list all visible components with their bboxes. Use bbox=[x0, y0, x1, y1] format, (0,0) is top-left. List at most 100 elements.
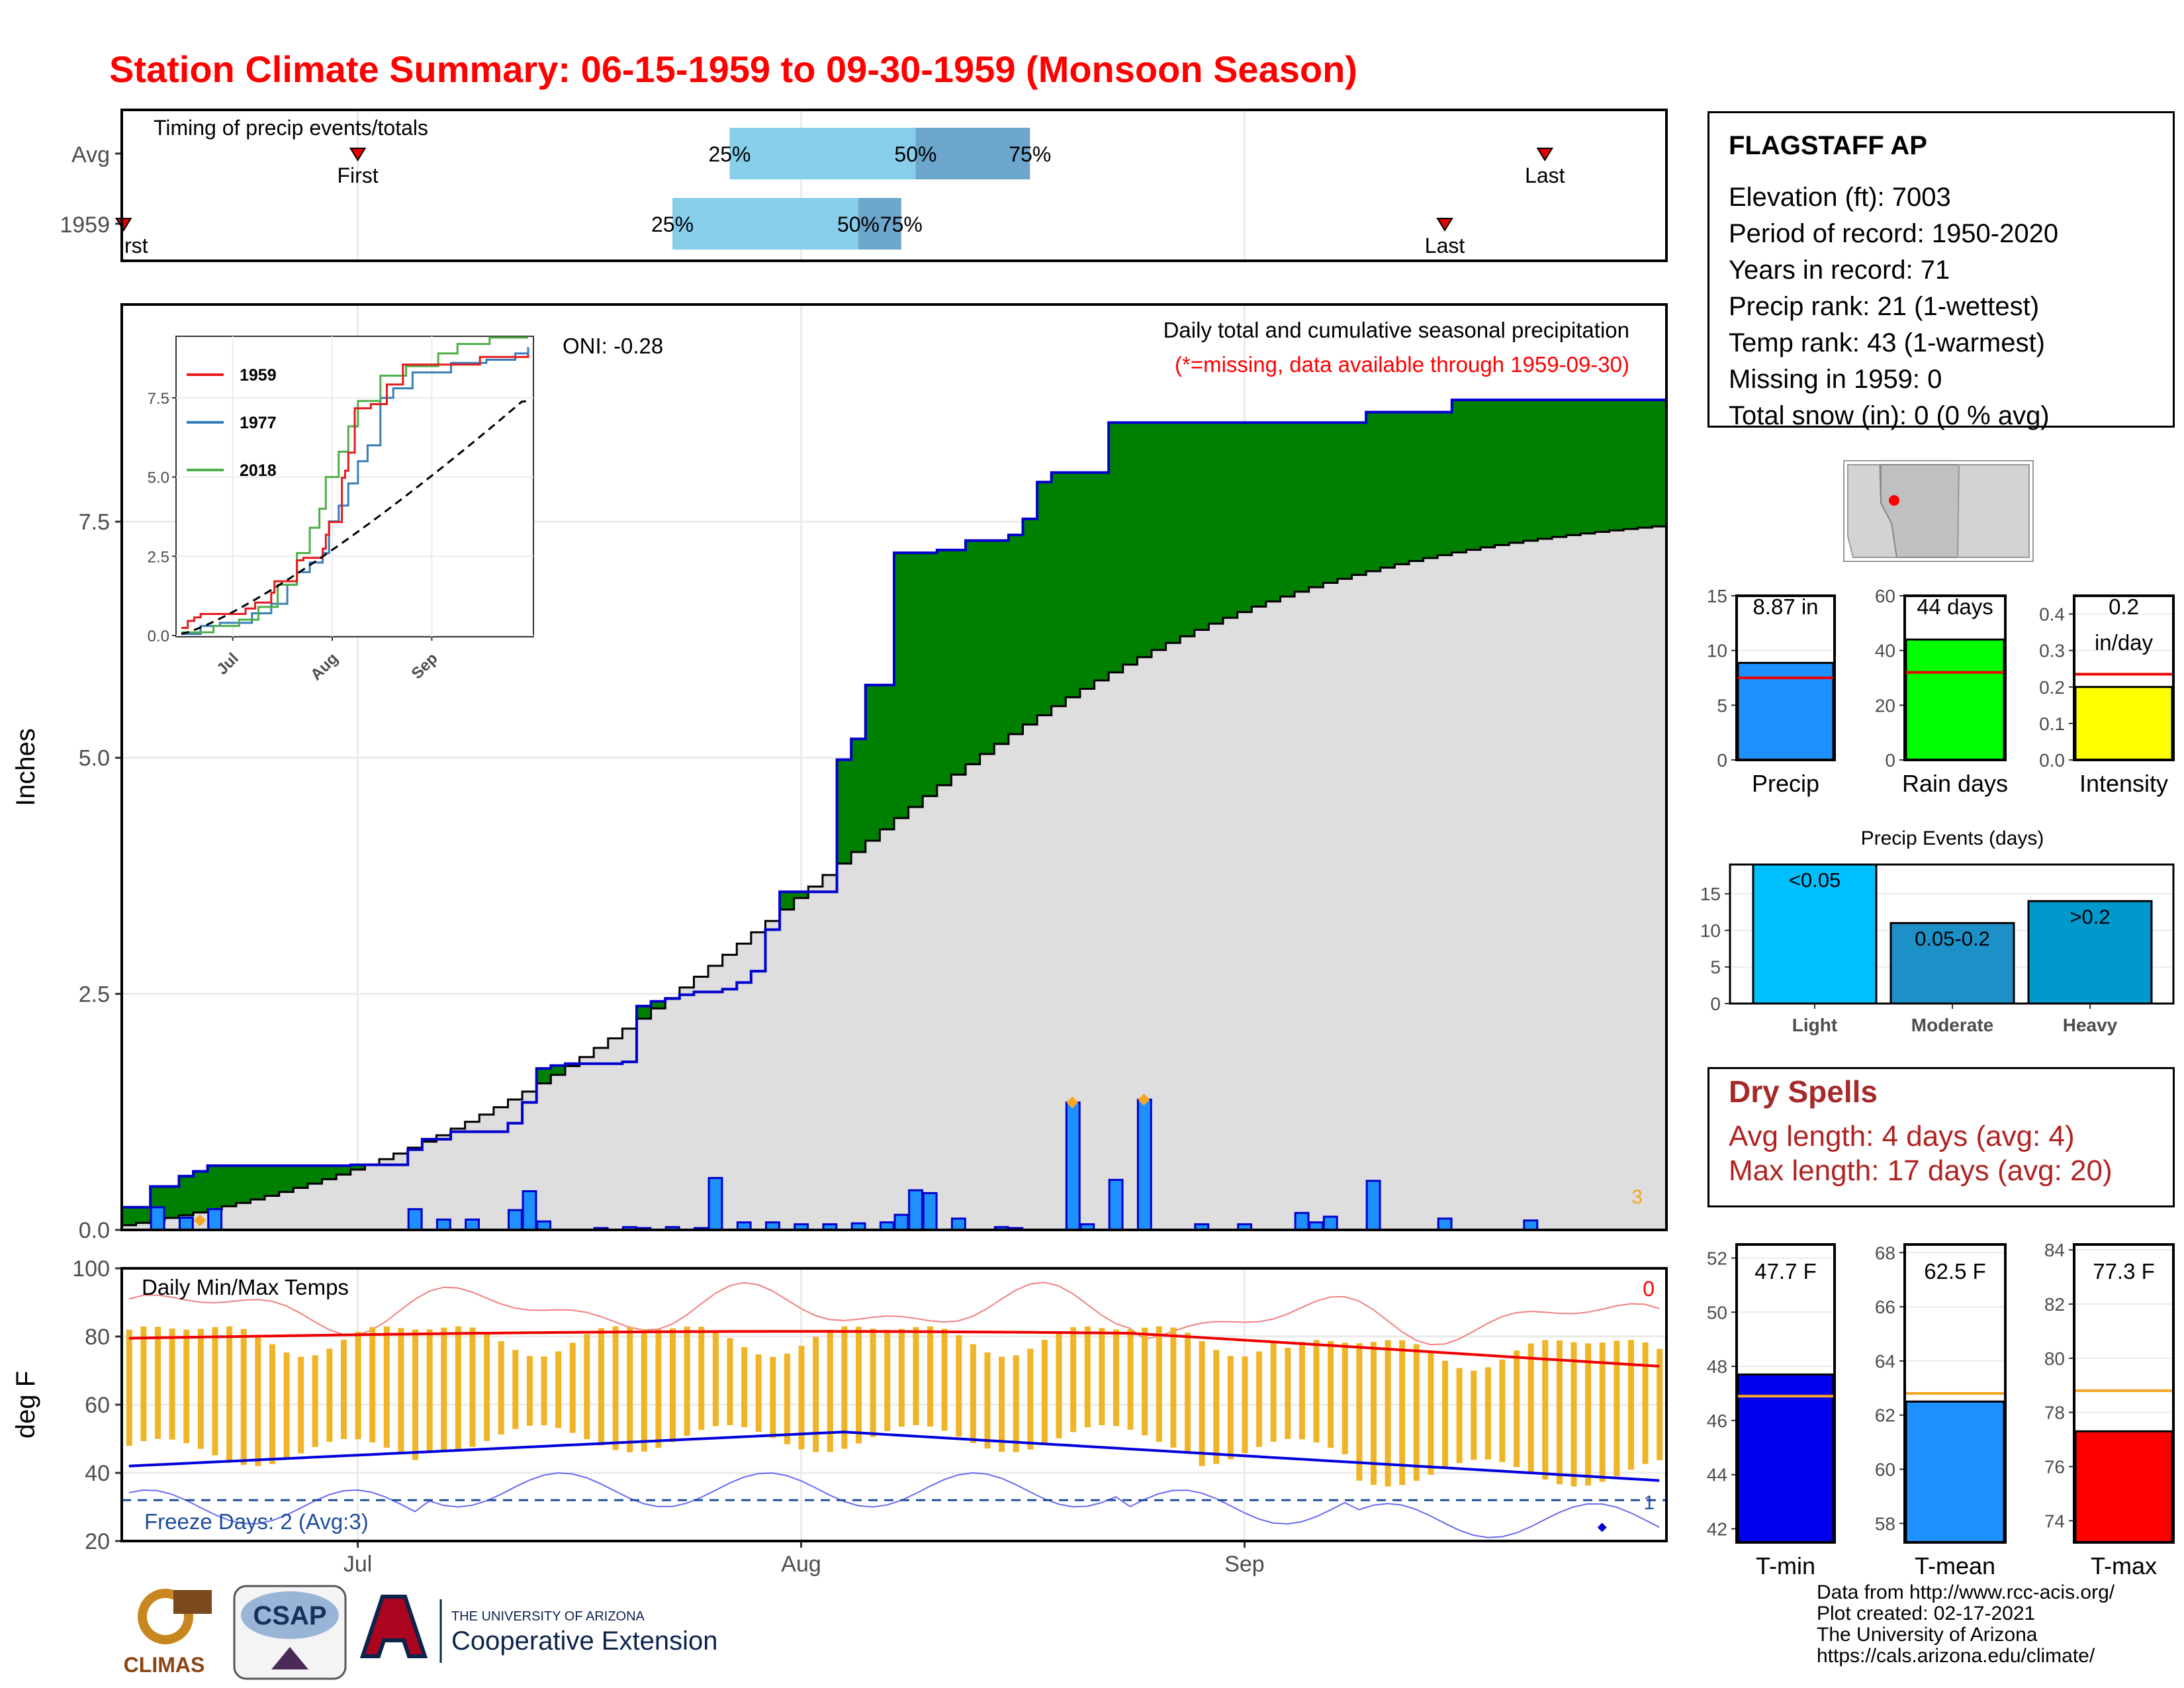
daily-temp-range-bar bbox=[1428, 1351, 1434, 1476]
daily-temp-range-bar bbox=[1399, 1340, 1406, 1485]
total-bar-rain-days bbox=[1905, 638, 2005, 761]
tmean-bar-t-min bbox=[1737, 1373, 1835, 1544]
total-frame bbox=[2073, 594, 2175, 761]
daily-temp-range-bar bbox=[684, 1327, 690, 1436]
temps-ylabel: deg F bbox=[11, 1371, 40, 1438]
daily-temp-range-bar bbox=[1527, 1343, 1534, 1474]
daily-temp-range-bar bbox=[484, 1333, 490, 1441]
events-bar-heavy bbox=[2027, 900, 2153, 1005]
daily-precip-bar bbox=[1136, 1098, 1152, 1231]
daily-temp-range-bar bbox=[1227, 1356, 1234, 1460]
precip-corner-count: 3 bbox=[1631, 1186, 1643, 1208]
daily-temp-range-bar bbox=[755, 1354, 762, 1432]
total-value-label: 44 days bbox=[1917, 594, 1993, 619]
temps-ytick-label: 20 bbox=[85, 1529, 110, 1554]
daily-temp-range-bar bbox=[1056, 1331, 1062, 1438]
daily-temp-range-bar bbox=[1213, 1350, 1220, 1464]
station-elevation: Elevation (ft): 7003 bbox=[1729, 183, 1951, 212]
tmean-ytick-label: 58 bbox=[1875, 1513, 1895, 1534]
tmean-value-label: 47.7 F bbox=[1754, 1259, 1817, 1284]
timing-label-50: 50% bbox=[837, 212, 880, 236]
daily-temp-range-bar bbox=[1285, 1348, 1291, 1439]
station-snow: Total snow (in): 0 (0 % avg) bbox=[1729, 401, 2050, 430]
credit-plot-created: Plot created: 02-17-2021 bbox=[1817, 1603, 2036, 1624]
daily-temp-range-bar bbox=[1471, 1370, 1477, 1460]
precip-ytick-label: 5.0 bbox=[79, 746, 110, 771]
timing-bar-50-75 bbox=[915, 128, 1030, 179]
total-value-label: 8.87 in bbox=[1752, 594, 1818, 619]
daily-precip-bar bbox=[407, 1208, 423, 1231]
station-temp-rank: Temp rank: 43 (1-warmest) bbox=[1729, 328, 2045, 357]
dry-spells-max: Max length: 17 days (avg: 20) bbox=[1729, 1154, 2113, 1187]
credit-data-source: Data from http://www.rcc-acis.org/ bbox=[1817, 1581, 2115, 1603]
station-location-dot bbox=[1889, 495, 1899, 506]
daily-temp-range-bar bbox=[283, 1352, 290, 1460]
events-ytick-label: 0 bbox=[1710, 994, 1721, 1014]
events-bar-label: 0.05-0.2 bbox=[1915, 927, 1990, 950]
daily-temp-range-bar bbox=[813, 1336, 819, 1452]
daily-temp-range-bar bbox=[1041, 1339, 1048, 1445]
daily-temp-range-bar bbox=[712, 1331, 719, 1427]
temps-corner-count: 0 bbox=[1643, 1277, 1655, 1301]
precip-ytick-label: 0.0 bbox=[79, 1218, 110, 1243]
record-low-line bbox=[128, 1472, 1660, 1538]
events-xtick-label: Moderate bbox=[1911, 1015, 1993, 1035]
daily-temp-range-bar bbox=[770, 1356, 776, 1438]
avg-min-line bbox=[128, 1430, 1660, 1482]
daily-temp-range-bar bbox=[956, 1335, 962, 1437]
timing-label-25: 25% bbox=[651, 212, 694, 236]
timing-row-label: 1959 bbox=[60, 212, 110, 238]
events-bar-light bbox=[1752, 863, 1878, 1005]
daily-temp-range-bar bbox=[670, 1328, 676, 1442]
daily-temp-range-bar bbox=[455, 1326, 461, 1451]
oni-value: ONI: -0.28 bbox=[563, 334, 663, 358]
timing-bar-25-50 bbox=[672, 198, 858, 250]
inset-line-2018 bbox=[181, 336, 528, 633]
tmean-bar-name: T-max bbox=[2091, 1552, 2157, 1579]
daily-temp-range-bar bbox=[369, 1327, 376, 1442]
daily-temp-range-bar bbox=[584, 1334, 590, 1440]
first-label: First bbox=[337, 164, 378, 187]
tmean-ytick-label: 74 bbox=[2044, 1511, 2065, 1531]
credit-url: https://cals.arizona.edu/climate/ bbox=[1817, 1645, 2095, 1667]
tmean-value-label: 62.5 F bbox=[1924, 1259, 1986, 1284]
inset-legend-label: 1977 bbox=[240, 414, 277, 432]
cumulative-avg-line bbox=[122, 525, 1666, 1227]
tmean-ytick-label: 68 bbox=[1875, 1243, 1895, 1263]
timing-label-75: 75% bbox=[1009, 142, 1051, 166]
daily-temp-range-bar bbox=[169, 1329, 175, 1440]
daily-temp-range-bar bbox=[941, 1329, 948, 1431]
total-ytick-label: 0 bbox=[1885, 750, 1895, 771]
total-ytick-label: 0 bbox=[1717, 750, 1727, 771]
events-ytick-label: 15 bbox=[1700, 884, 1721, 904]
inset-ytick-label: 2.5 bbox=[148, 548, 169, 566]
avg-max-line bbox=[128, 1330, 1660, 1368]
daily-precip-bar bbox=[1322, 1215, 1338, 1231]
timing-bar-25-50 bbox=[729, 128, 916, 179]
total-bar-name: Rain days bbox=[1902, 770, 2008, 797]
daily-temp-range-bar bbox=[1413, 1344, 1420, 1481]
freeze-marker bbox=[1597, 1523, 1607, 1532]
ua-logo-top-text: THE UNIVERSITY OF ARIZONA bbox=[451, 1609, 645, 1624]
credit-university: The University of Arizona bbox=[1817, 1624, 2038, 1646]
timing-label-50: 50% bbox=[894, 142, 936, 166]
daily-precip-bar bbox=[522, 1190, 537, 1231]
total-ytick-label: 0.2 bbox=[2039, 677, 2065, 698]
inset-ytick-label: 0.0 bbox=[148, 628, 169, 645]
daily-temp-range-bar bbox=[1013, 1355, 1019, 1452]
daily-temp-range-bar bbox=[884, 1329, 891, 1431]
last-label: Last bbox=[1525, 164, 1565, 187]
daily-temp-range-bar bbox=[1614, 1340, 1620, 1476]
tmean-value-label: 77.3 F bbox=[2093, 1259, 2155, 1284]
tmean-frame bbox=[2073, 1243, 2175, 1544]
daily-temp-range-bar bbox=[1270, 1342, 1277, 1442]
tmean-ytick-label: 60 bbox=[1875, 1460, 1895, 1480]
ua-logo-mark bbox=[359, 1595, 428, 1658]
total-ytick-label: 0.3 bbox=[2039, 641, 2065, 661]
timing-frame bbox=[120, 109, 1668, 262]
daily-temp-range-bar bbox=[1556, 1340, 1563, 1485]
daily-temp-range-bar bbox=[1514, 1350, 1520, 1468]
daily-precip-bar bbox=[1294, 1211, 1310, 1231]
tmean-ytick-label: 46 bbox=[1707, 1411, 1727, 1431]
